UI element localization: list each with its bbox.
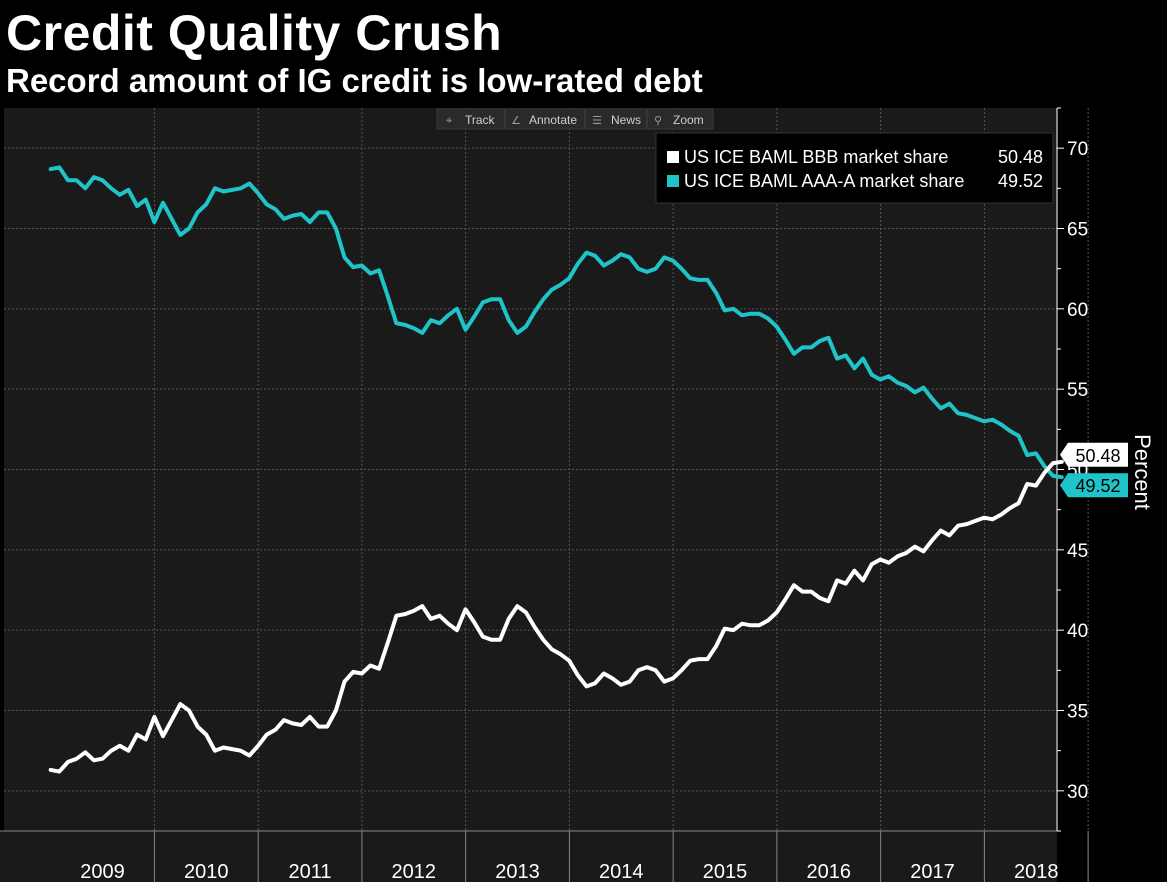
x-tick-label: 2015 xyxy=(703,861,748,882)
x-tick-label: 2009 xyxy=(80,861,125,882)
chart-subtitle: Record amount of IG credit is low-rated … xyxy=(6,62,703,99)
x-tick-label: 2012 xyxy=(392,861,437,882)
news-icon: ☰ xyxy=(592,115,602,127)
x-tick-label: 2018 xyxy=(1014,861,1059,882)
annotate-button[interactable]: ∠ Annotate xyxy=(511,113,577,127)
x-tick-label: 2014 xyxy=(599,861,644,882)
end-value-bbb: 50.48 xyxy=(1075,446,1120,466)
track-button[interactable]: ⌖ Track xyxy=(446,113,496,127)
grid-layer xyxy=(4,108,1089,831)
legend-value-aaa-a: 49.52 xyxy=(998,171,1043,191)
y-tick-label: 70 xyxy=(1067,139,1088,160)
x-axis: 2009 2010 2011 2012 2013 2014 2015 2016 2017 2018 xyxy=(0,830,1089,882)
legend: US ICE BAML BBB market share 50.48 US IC… xyxy=(655,132,1054,204)
y-tick-label: 55 xyxy=(1067,380,1088,401)
end-value-tag-aaa-a: 49.52 xyxy=(1060,473,1128,498)
news-label: News xyxy=(611,113,641,127)
x-tick-label: 2010 xyxy=(184,861,229,882)
y-tick-label: 65 xyxy=(1067,220,1088,241)
legend-swatch-bbb xyxy=(667,151,679,163)
y-tick-label: 45 xyxy=(1067,541,1088,562)
y-tick-label: 40 xyxy=(1067,621,1088,642)
y-axis-title: Percent xyxy=(1130,434,1155,510)
series-line-aaa-a xyxy=(48,165,1064,480)
y-tick-label: 60 xyxy=(1067,300,1088,321)
chart-title: Credit Quality Crush xyxy=(6,5,503,61)
end-value-tag-bbb: 50.48 xyxy=(1060,442,1128,467)
end-value-aaa-a: 49.52 xyxy=(1075,476,1120,496)
legend-label-aaa-a: US ICE BAML AAA-A market share xyxy=(684,171,964,191)
track-icon: ⌖ xyxy=(446,115,452,127)
x-tick-label: 2011 xyxy=(289,861,332,882)
zoom-label: Zoom xyxy=(673,113,704,127)
legend-swatch-aaa-a xyxy=(667,175,679,187)
y-tick-label: 30 xyxy=(1067,782,1088,803)
y-tick-label: 35 xyxy=(1067,702,1088,723)
x-tick-label: 2013 xyxy=(495,861,540,882)
zoom-icon: ⚲ xyxy=(654,115,662,127)
chart-toolbar: ⌖ Track ∠ Annotate ☰ News ⚲ Zoom xyxy=(436,108,714,130)
series-line-bbb xyxy=(48,459,1064,774)
series-layer xyxy=(48,165,1064,774)
annotate-label: Annotate xyxy=(529,113,577,127)
x-tick-label: 2016 xyxy=(807,861,852,882)
news-button[interactable]: ☰ News xyxy=(592,113,641,127)
legend-value-bbb: 50.48 xyxy=(998,147,1043,167)
zoom-button[interactable]: ⚲ Zoom xyxy=(654,113,704,127)
track-label: Track xyxy=(465,113,496,127)
legend-label-bbb: US ICE BAML BBB market share xyxy=(684,147,948,167)
x-tick-label: 2017 xyxy=(910,861,955,882)
annotate-icon: ∠ xyxy=(511,115,521,127)
